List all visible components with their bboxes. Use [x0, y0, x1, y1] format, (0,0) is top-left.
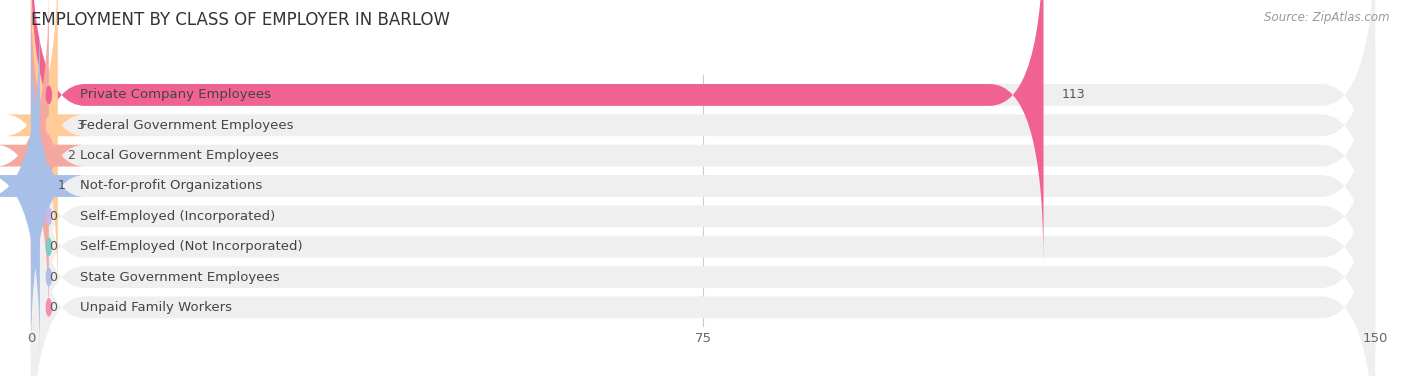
Text: Source: ZipAtlas.com: Source: ZipAtlas.com	[1264, 11, 1389, 24]
Text: Private Company Employees: Private Company Employees	[80, 88, 271, 102]
Text: 0: 0	[49, 210, 56, 223]
Text: Not-for-profit Organizations: Not-for-profit Organizations	[80, 179, 263, 193]
Circle shape	[46, 86, 52, 103]
Circle shape	[46, 208, 52, 225]
FancyBboxPatch shape	[31, 0, 1043, 266]
FancyBboxPatch shape	[0, 15, 84, 357]
Text: 2: 2	[66, 149, 75, 162]
FancyBboxPatch shape	[31, 106, 1375, 376]
FancyBboxPatch shape	[31, 45, 1375, 376]
Text: 3: 3	[76, 119, 83, 132]
Circle shape	[46, 147, 52, 164]
FancyBboxPatch shape	[4, 0, 84, 296]
Text: 1: 1	[58, 179, 66, 193]
Text: Self-Employed (Incorporated): Self-Employed (Incorporated)	[80, 210, 276, 223]
Text: 113: 113	[1062, 88, 1085, 102]
Text: 0: 0	[49, 301, 56, 314]
FancyBboxPatch shape	[31, 0, 1375, 266]
Text: Federal Government Employees: Federal Government Employees	[80, 119, 294, 132]
Text: Local Government Employees: Local Government Employees	[80, 149, 278, 162]
Text: Unpaid Family Workers: Unpaid Family Workers	[80, 301, 232, 314]
Circle shape	[46, 268, 52, 285]
Text: 0: 0	[49, 240, 56, 253]
Text: EMPLOYMENT BY CLASS OF EMPLOYER IN BARLOW: EMPLOYMENT BY CLASS OF EMPLOYER IN BARLO…	[31, 11, 450, 29]
Circle shape	[46, 299, 52, 316]
FancyBboxPatch shape	[31, 76, 1375, 376]
FancyBboxPatch shape	[0, 0, 84, 327]
Text: State Government Employees: State Government Employees	[80, 271, 280, 284]
Circle shape	[46, 238, 52, 255]
Text: 0: 0	[49, 271, 56, 284]
Circle shape	[46, 177, 52, 194]
FancyBboxPatch shape	[31, 136, 1375, 376]
FancyBboxPatch shape	[31, 0, 1375, 327]
FancyBboxPatch shape	[31, 15, 1375, 357]
Text: Self-Employed (Not Incorporated): Self-Employed (Not Incorporated)	[80, 240, 302, 253]
FancyBboxPatch shape	[31, 0, 1375, 296]
Circle shape	[46, 117, 52, 134]
